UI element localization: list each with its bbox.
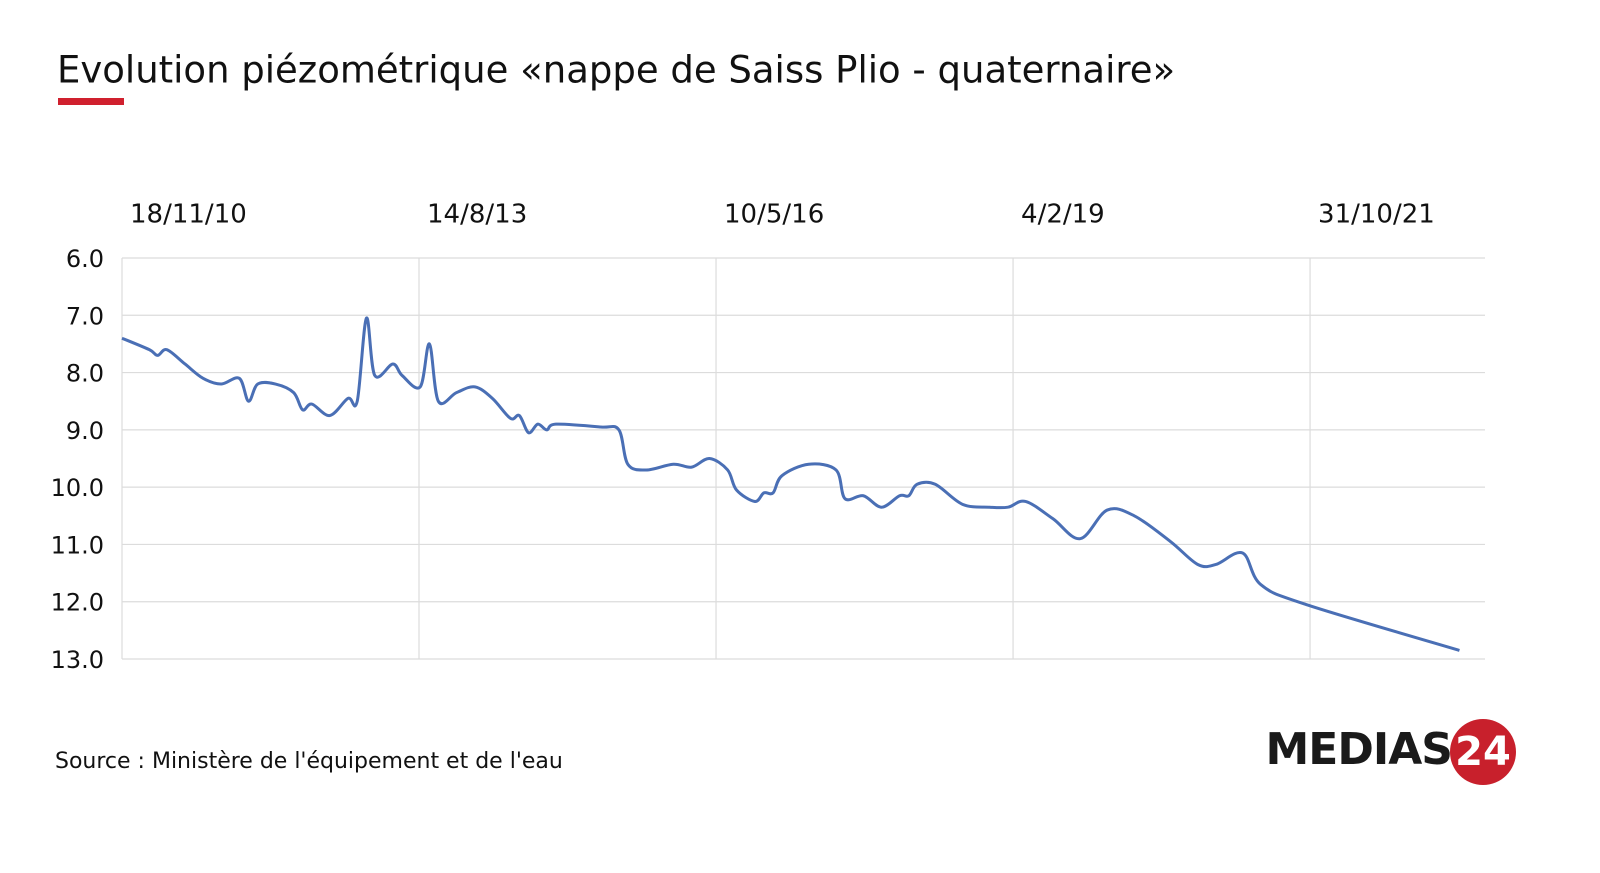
y-tick-label: 11.0 — [51, 531, 104, 559]
y-tick-label: 6.0 — [66, 245, 104, 273]
x-tick-label: 14/8/13 — [427, 200, 527, 230]
y-tick-label: 10.0 — [51, 474, 104, 502]
data-line — [121, 316, 1460, 652]
source: Source : Ministère de l'équipement et de… — [55, 749, 563, 774]
y-tick-label: 13.0 — [51, 646, 104, 674]
y-tick-label: 8.0 — [66, 360, 104, 388]
y-tick-label: 9.0 — [66, 417, 104, 445]
x-tick-label: 31/10/21 — [1318, 200, 1435, 230]
y-tick-label: 12.0 — [51, 589, 104, 617]
x-tick-label: 4/2/19 — [1021, 200, 1105, 230]
logo-badge — [1450, 719, 1516, 785]
title-underline — [58, 98, 124, 105]
x-tick-label: 10/5/16 — [724, 200, 824, 230]
chart-title: Evolution piézométrique «nappe de Saiss … — [57, 49, 1175, 92]
logo-text: MEDIAS — [1266, 724, 1452, 775]
x-tick-label: 18/11/10 — [130, 200, 247, 230]
y-tick-label: 7.0 — [66, 302, 104, 330]
logo-badge-text: 24 — [1455, 729, 1511, 775]
